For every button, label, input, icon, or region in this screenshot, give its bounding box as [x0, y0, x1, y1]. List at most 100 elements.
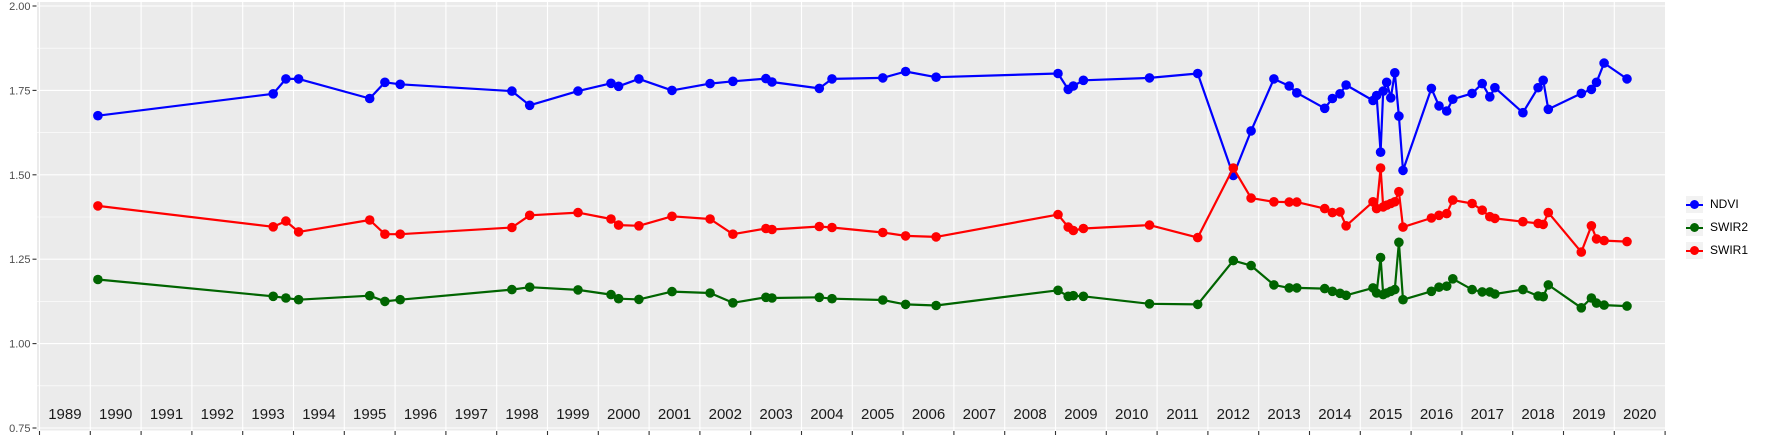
data-point-swir2	[281, 293, 291, 303]
data-point-ndvi	[1390, 68, 1400, 78]
data-point-swir2	[1576, 303, 1587, 313]
data-point-swir1	[1599, 235, 1609, 246]
data-point-swir1	[1622, 236, 1632, 247]
data-point-swir1	[1538, 219, 1548, 230]
data-point-swir1	[1426, 213, 1437, 223]
data-point-swir1	[1284, 197, 1294, 207]
data-point-ndvi	[1284, 81, 1294, 91]
data-point-swir1	[1078, 223, 1089, 234]
data-point-ndvi	[573, 86, 583, 96]
x-tick-label: 2009	[1064, 406, 1097, 423]
data-point-swir1	[268, 222, 279, 232]
y-tick-label: 1.50	[9, 170, 30, 182]
data-point-swir1	[1228, 163, 1239, 173]
data-point-ndvi	[827, 74, 837, 84]
data-point-swir1	[1269, 197, 1279, 207]
data-point-swir2	[1228, 255, 1239, 266]
data-point-ndvi	[1269, 74, 1279, 84]
x-tick-label: 2017	[1471, 406, 1504, 423]
data-point-ndvi	[878, 73, 888, 83]
data-point-ndvi	[634, 74, 644, 84]
x-tick-label: 1993	[251, 406, 284, 423]
data-point-swir1	[606, 214, 616, 224]
data-point-ndvi	[395, 79, 406, 90]
data-point-ndvi	[364, 93, 375, 104]
data-point-swir1	[1591, 234, 1602, 244]
data-point-ndvi	[1068, 81, 1079, 91]
data-point-swir1	[728, 229, 738, 239]
data-point-swir2	[814, 292, 825, 303]
data-point-swir2	[1078, 291, 1089, 302]
data-point-ndvi	[1518, 107, 1528, 118]
data-point-swir2	[1622, 301, 1632, 311]
data-point-swir2	[380, 296, 390, 307]
data-point-ndvi	[814, 83, 825, 94]
data-point-swir1	[364, 215, 375, 225]
data-point-swir1	[1390, 197, 1400, 207]
data-point-swir1	[1490, 213, 1500, 224]
x-tick-label: 1997	[455, 406, 488, 423]
data-point-swir2	[1068, 290, 1079, 301]
data-point-ndvi	[1485, 92, 1495, 102]
data-point-ndvi	[900, 66, 911, 77]
data-point-ndvi	[1246, 126, 1256, 136]
data-point-ndvi	[1144, 73, 1155, 83]
legend-label: NDVI	[1710, 197, 1739, 211]
x-tick-label: 2000	[607, 406, 640, 423]
x-tick-label: 2007	[963, 406, 996, 423]
data-point-swir1	[878, 227, 888, 238]
data-point-swir2	[1426, 286, 1437, 297]
data-point-ndvi	[1538, 75, 1548, 86]
chart-legend: NDVI SWIR2 SWIR1	[1686, 196, 1748, 259]
legend-label: SWIR1	[1710, 243, 1749, 257]
data-point-ndvi	[1386, 93, 1396, 103]
data-point-ndvi	[613, 81, 624, 92]
data-point-swir2	[878, 295, 888, 305]
data-point-swir1	[395, 229, 406, 239]
data-point-swir1	[281, 216, 291, 226]
x-tick-label: 1989	[48, 406, 81, 423]
data-point-ndvi	[1375, 147, 1386, 157]
data-point-swir2	[1448, 274, 1458, 284]
x-tick-label: 1996	[404, 406, 437, 423]
data-point-swir2	[900, 299, 911, 310]
data-point-swir2	[1543, 280, 1554, 290]
data-point-ndvi	[1341, 80, 1351, 90]
data-point-swir1	[767, 224, 777, 235]
data-point-swir1	[1341, 221, 1351, 231]
x-tick-label: 2006	[912, 406, 945, 423]
data-point-swir2	[1390, 284, 1400, 295]
data-point-ndvi	[1622, 74, 1632, 84]
x-tick-label: 2014	[1318, 406, 1351, 423]
x-tick-label: 2013	[1267, 406, 1300, 423]
data-point-swir2	[767, 293, 777, 303]
data-point-ndvi	[507, 86, 517, 96]
data-point-swir1	[1434, 210, 1444, 221]
data-point-ndvi	[1394, 111, 1404, 121]
data-point-swir2	[606, 289, 616, 300]
data-point-ndvi	[1434, 101, 1444, 111]
data-point-ndvi	[268, 89, 279, 99]
data-point-swir2	[1284, 283, 1294, 293]
data-point-swir1	[1398, 222, 1408, 232]
data-point-ndvi	[1576, 88, 1587, 99]
data-point-ndvi	[293, 74, 304, 84]
data-point-swir1	[1375, 163, 1386, 173]
x-tick-label: 1990	[99, 406, 132, 423]
data-point-swir2	[931, 300, 941, 311]
x-tick-label: 2008	[1013, 406, 1046, 423]
legend-item-swir1: SWIR1	[1686, 242, 1748, 259]
data-point-ndvi	[1586, 84, 1597, 95]
data-point-ndvi	[1053, 68, 1063, 79]
data-point-swir2	[93, 274, 103, 285]
legend-point-icon	[1689, 245, 1700, 256]
x-tick-label: 2011	[1166, 406, 1198, 423]
data-point-ndvi	[767, 77, 777, 87]
data-point-ndvi	[931, 72, 941, 82]
data-point-swir2	[1490, 289, 1500, 299]
y-tick-label: 0.75	[9, 423, 30, 435]
plot-panel	[37, 2, 1665, 431]
data-point-ndvi	[1543, 104, 1554, 115]
